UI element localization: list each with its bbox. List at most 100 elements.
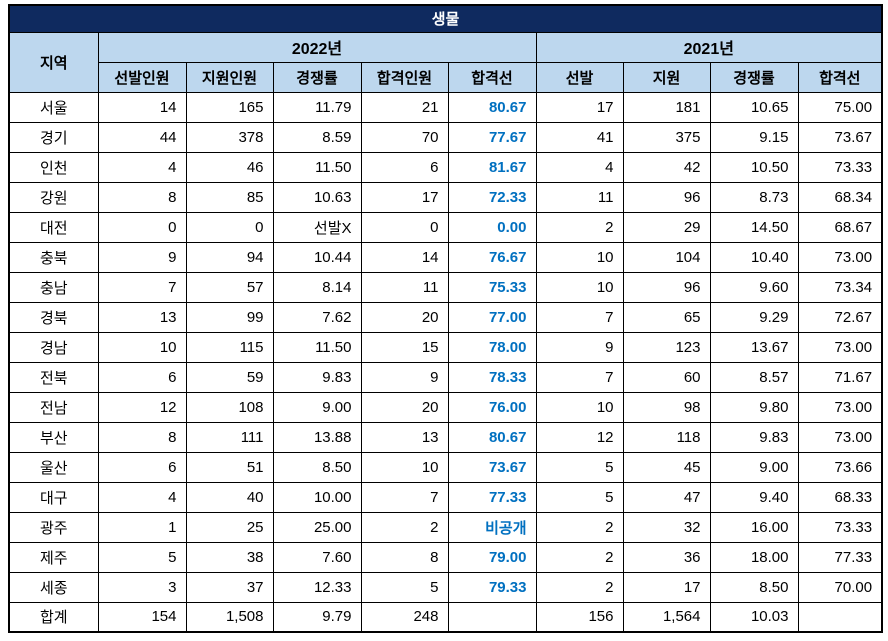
value-cell: 9.00: [272, 391, 362, 423]
cutoff-2022-cell: 80.67: [447, 91, 537, 123]
cutoff-2022-cell: 79.33: [447, 571, 537, 603]
value-cell: 73.67: [797, 121, 883, 153]
region-cell: 대구: [8, 481, 99, 513]
value-cell: 10: [535, 271, 624, 303]
cutoff-2022-cell: 80.67: [447, 421, 537, 453]
value-cell: 73.00: [797, 331, 883, 363]
region-cell: 제주: [8, 541, 99, 573]
cutoff-2022-cell: 0.00: [447, 211, 537, 243]
table-row: 강원 8 85 10.63 17 72.33 11 96 8.73 68.34: [8, 181, 883, 213]
region-cell: 충남: [8, 271, 99, 303]
table-row: 부산 8 111 13.88 13 80.67 12 118 9.83 73.00: [8, 421, 883, 453]
value-cell: 8.59: [272, 121, 362, 153]
cutoff-2022-cell: 76.67: [447, 241, 537, 273]
value-cell: 9.60: [709, 271, 799, 303]
value-cell: 40: [185, 481, 274, 513]
value-cell: 68.67: [797, 211, 883, 243]
value-cell: 13: [97, 301, 187, 333]
value-cell: 378: [185, 121, 274, 153]
col-header-2021-cutoff: 합격선: [797, 61, 883, 93]
value-cell: 104: [622, 241, 711, 273]
value-cell: 10.50: [709, 151, 799, 183]
value-cell: 111: [185, 421, 274, 453]
cutoff-2022-cell: 78.00: [447, 331, 537, 363]
table-row: 경기 44 378 8.59 70 77.67 41 375 9.15 73.67: [8, 121, 883, 153]
value-cell: 73.00: [797, 241, 883, 273]
value-cell: 96: [622, 271, 711, 303]
value-cell: 1,508: [185, 601, 274, 633]
region-cell: 충북: [8, 241, 99, 273]
value-cell: 17: [535, 91, 624, 123]
year-2021-header: 2021년: [535, 31, 883, 63]
value-cell: 2: [535, 541, 624, 573]
table-row: 인천 4 46 11.50 6 81.67 4 42 10.50 73.33: [8, 151, 883, 183]
value-cell: 7: [360, 481, 449, 513]
title-row: 생물: [8, 4, 883, 33]
col-header-2022-selected: 선발인원: [97, 61, 187, 93]
value-cell: 70: [360, 121, 449, 153]
cutoff-2022-cell: 81.67: [447, 151, 537, 183]
value-cell: 3: [97, 571, 187, 603]
value-cell: 11: [360, 271, 449, 303]
table-body: 서울 14 165 11.79 21 80.67 17 181 10.65 75.00 경기 44 37…: [8, 91, 883, 633]
region-cell: 인천: [8, 151, 99, 183]
value-cell: 13: [360, 421, 449, 453]
value-cell: 2: [535, 511, 624, 543]
value-cell: 10.03: [709, 601, 799, 633]
value-cell: 94: [185, 241, 274, 273]
value-cell: 73.33: [797, 151, 883, 183]
value-cell: 25.00: [272, 511, 362, 543]
value-cell: 2: [360, 511, 449, 543]
value-cell: 165: [185, 91, 274, 123]
value-cell: 9: [535, 331, 624, 363]
value-cell: 21: [360, 91, 449, 123]
cutoff-2022-cell: 77.33: [447, 481, 537, 513]
value-cell: 18.00: [709, 541, 799, 573]
value-cell: 29: [622, 211, 711, 243]
table-row: 세종 3 37 12.33 5 79.33 2 17 8.50 70.00: [8, 571, 883, 603]
value-cell: 42: [622, 151, 711, 183]
cutoff-2022-cell: 비공개: [447, 511, 537, 543]
region-cell: 강원: [8, 181, 99, 213]
value-cell: 156: [535, 601, 624, 633]
value-cell: 9.83: [709, 421, 799, 453]
value-cell: 68.34: [797, 181, 883, 213]
col-header-2021-selected: 선발: [535, 61, 624, 93]
value-cell: 0: [360, 211, 449, 243]
value-cell: 5: [535, 481, 624, 513]
cutoff-2022-cell: [447, 601, 537, 633]
table-row: 충북 9 94 10.44 14 76.67 10 104 10.40 73.00: [8, 241, 883, 273]
value-cell: 73.33: [797, 511, 883, 543]
region-cell: 서울: [8, 91, 99, 123]
value-cell: 8: [97, 421, 187, 453]
value-cell: 71.67: [797, 361, 883, 393]
region-cell: 광주: [8, 511, 99, 543]
value-cell: 16.00: [709, 511, 799, 543]
biology-admissions-table: 생물 지역 2022년 2021년 선발인원 지원인원 경쟁률 합격인원 합격선…: [8, 4, 884, 633]
table-row: 대전 0 0 선발X 0 0.00 2 29 14.50 68.67: [8, 211, 883, 243]
value-cell: 115: [185, 331, 274, 363]
value-cell: 17: [360, 181, 449, 213]
value-cell: 181: [622, 91, 711, 123]
value-cell: 70.00: [797, 571, 883, 603]
value-cell: 0: [185, 211, 274, 243]
value-cell: 11: [535, 181, 624, 213]
col-header-2022-passed: 합격인원: [360, 61, 449, 93]
value-cell: 12: [535, 421, 624, 453]
value-cell: 9.29: [709, 301, 799, 333]
table-row: 충남 7 57 8.14 11 75.33 10 96 9.60 73.34: [8, 271, 883, 303]
value-cell: 37: [185, 571, 274, 603]
value-cell: 선발X: [272, 211, 362, 243]
value-cell: 8.73: [709, 181, 799, 213]
value-cell: 12: [97, 391, 187, 423]
cutoff-2022-cell: 77.00: [447, 301, 537, 333]
value-cell: 10.00: [272, 481, 362, 513]
value-cell: 59: [185, 361, 274, 393]
value-cell: 77.33: [797, 541, 883, 573]
value-cell: 25: [185, 511, 274, 543]
table-title: 생물: [8, 4, 883, 33]
value-cell: 9.80: [709, 391, 799, 423]
value-cell: 13.67: [709, 331, 799, 363]
value-cell: 13.88: [272, 421, 362, 453]
value-cell: 108: [185, 391, 274, 423]
